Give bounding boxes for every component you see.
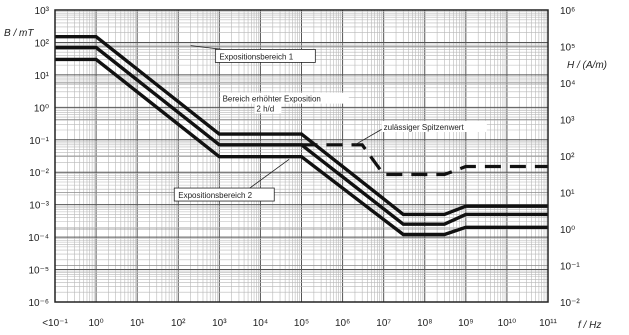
annotation-label-3: 2 h/d bbox=[256, 104, 274, 113]
series-group bbox=[55, 35, 548, 237]
annotation-label-5: Expositionsbereich 2 bbox=[178, 191, 252, 200]
series-line-1 bbox=[55, 35, 548, 217]
y-left-tick-label: 10⁻² bbox=[29, 168, 49, 179]
annotation-backdrop-4 bbox=[381, 121, 487, 133]
x-axis-title: f / Hz bbox=[578, 320, 601, 331]
y-left-tick-label: 10⁻¹ bbox=[29, 136, 49, 147]
y-left-tick-label: 10⁻³ bbox=[29, 201, 49, 212]
x-tick-label: 10⁴ bbox=[253, 318, 268, 329]
y-right-tick-label: 10⁰ bbox=[560, 225, 575, 236]
annotation-box-1 bbox=[214, 49, 316, 63]
y-left-tick-label: 10⁰ bbox=[34, 103, 49, 114]
y-axis-left-title: B / mT bbox=[4, 28, 34, 39]
y-left-tick-labels: 10³ 10² 10¹ 10⁰ 10⁻¹ 10⁻² 10⁻³ 10⁻⁴ 10⁻⁵ 10⁻⁶ bbox=[28, 6, 49, 309]
y-right-tick-label: 10⁴ bbox=[560, 79, 575, 90]
series-line-3 bbox=[55, 57, 548, 237]
y-right-tick-label: 10⁵ bbox=[560, 43, 575, 54]
y-left-tick-label: 10⁻⁶ bbox=[28, 298, 49, 309]
x-tick-label: 10⁰ bbox=[89, 318, 104, 329]
annotation-label-2: Bereich erhöhter Exposition bbox=[223, 95, 321, 104]
y-right-tick-label: 10⁻² bbox=[560, 298, 580, 309]
x-tick-label: 10² bbox=[171, 318, 186, 329]
y-left-title-backdrop bbox=[2, 26, 46, 38]
y-left-tick-label: 10² bbox=[35, 38, 50, 49]
x-tick-labels: <10⁻¹ 10⁰ 10¹ 10² 10³ 10⁴ 10⁵ 10⁶ 10⁷ 10⁸ 10⁹ 10¹⁰ 1… bbox=[42, 318, 557, 329]
annotation-backdrop-3 bbox=[254, 102, 282, 114]
annotation-box-5 bbox=[173, 187, 275, 202]
x-tick-label: 10¹¹ bbox=[539, 318, 557, 329]
y-right-tick-label: 10⁶ bbox=[560, 6, 575, 17]
x-tick-label: 10⁷ bbox=[376, 318, 391, 329]
x-tick-label: 10¹ bbox=[130, 318, 145, 329]
y-left-tick-label: 10⁻⁴ bbox=[28, 233, 49, 244]
y-right-tick-label: 10⁻¹ bbox=[560, 262, 580, 273]
y-right-tick-labels: 10⁶ 10⁵ 10⁴ 10³ 10² 10¹ 10⁰ 10⁻¹ 10⁻² bbox=[560, 6, 580, 309]
x-tick-label: <10⁻¹ bbox=[42, 318, 68, 329]
x-tick-label: 10⁸ bbox=[417, 318, 432, 329]
annotation-label-1: Expositionsbereich 1 bbox=[219, 52, 293, 61]
annotation-label-4: zulässiger Spitzenwert bbox=[384, 123, 465, 132]
y-right-tick-label: 10¹ bbox=[560, 189, 575, 200]
plot-frame bbox=[54, 9, 549, 303]
y-left-tick-label: 10¹ bbox=[35, 71, 50, 82]
y-right-title-backdrop bbox=[565, 58, 627, 70]
annotation-backdrop-2 bbox=[220, 92, 349, 104]
y-right-tick-label: 10³ bbox=[560, 116, 575, 127]
y-left-tick-label: 10⁻⁵ bbox=[28, 266, 49, 277]
annotation-pointer-4 bbox=[354, 126, 386, 146]
y-left-tick-label: 10³ bbox=[35, 6, 50, 17]
series-line-4 bbox=[301, 143, 548, 177]
x-tick-label: 10⁹ bbox=[458, 318, 473, 329]
x-tick-label: 10⁵ bbox=[294, 318, 309, 329]
x-tick-label: 10⁶ bbox=[335, 318, 350, 329]
x-tick-label: 10¹⁰ bbox=[498, 318, 516, 329]
x-tick-label: 10³ bbox=[212, 318, 227, 329]
y-axis-right-title: H / (A/m) bbox=[567, 60, 607, 71]
annotations-group: Expositionsbereich 1 Bereich erhöhter Exp… bbox=[173, 45, 487, 202]
y-right-tick-label: 10² bbox=[560, 152, 575, 163]
